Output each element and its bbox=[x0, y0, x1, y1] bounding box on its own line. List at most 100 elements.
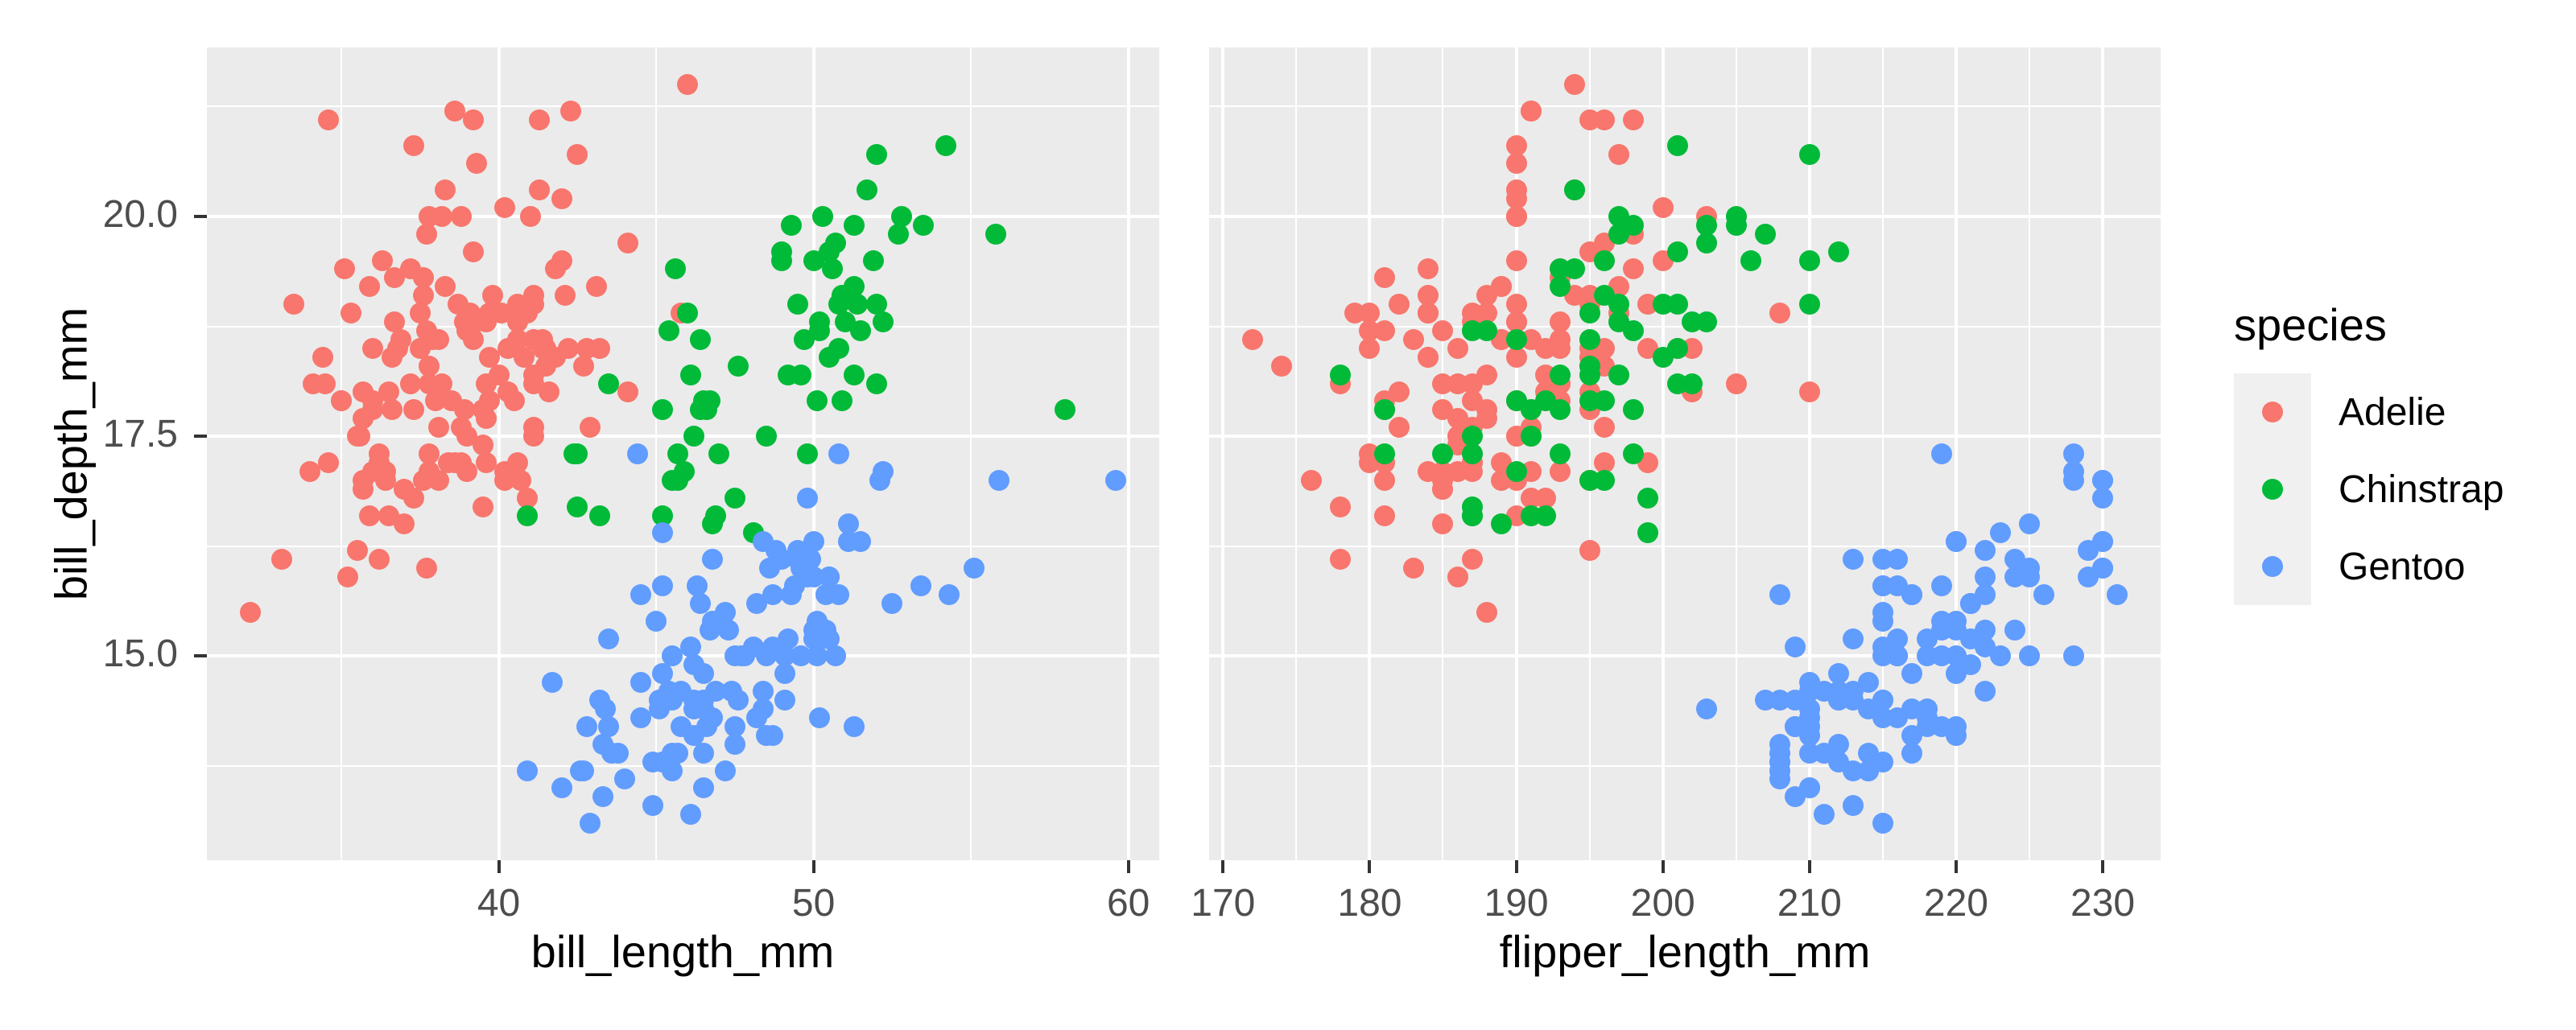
data-point-gentoo bbox=[2092, 558, 2114, 579]
data-point-adelie bbox=[1373, 469, 1395, 491]
x-tick-mark bbox=[1514, 860, 1518, 873]
data-point-chinstrap bbox=[1055, 399, 1076, 421]
gridline-major bbox=[207, 654, 1159, 658]
data-point-adelie bbox=[419, 443, 440, 464]
data-point-chinstrap bbox=[844, 364, 865, 385]
data-point-gentoo bbox=[2062, 443, 2084, 464]
data-point-chinstrap bbox=[651, 399, 673, 421]
gentoo-point-icon bbox=[2262, 556, 2283, 577]
gridline-major bbox=[1514, 47, 1518, 860]
data-point-chinstrap bbox=[724, 487, 745, 509]
gridline-major bbox=[1209, 654, 2161, 658]
data-point-gentoo bbox=[809, 707, 831, 728]
chinstrap-point-icon bbox=[2262, 479, 2283, 500]
data-point-gentoo bbox=[872, 460, 894, 482]
gridline-major bbox=[1126, 47, 1130, 860]
data-point-adelie bbox=[1418, 303, 1439, 324]
data-point-adelie bbox=[1769, 303, 1791, 324]
data-point-gentoo bbox=[1769, 583, 1791, 605]
legend-key bbox=[2234, 451, 2311, 528]
data-point-gentoo bbox=[2018, 513, 2040, 535]
x-tick-mark bbox=[1661, 860, 1665, 873]
data-point-chinstrap bbox=[1755, 223, 1777, 245]
data-point-gentoo bbox=[746, 592, 768, 614]
data-point-chinstrap bbox=[1550, 443, 1571, 464]
data-point-adelie bbox=[400, 373, 422, 394]
gridline-minor bbox=[1295, 47, 1298, 860]
data-point-gentoo bbox=[642, 795, 664, 817]
gridline-minor bbox=[207, 105, 1159, 108]
data-point-gentoo bbox=[2062, 469, 2084, 491]
data-point-adelie bbox=[1652, 196, 1674, 218]
data-point-adelie bbox=[1403, 558, 1425, 579]
data-point-adelie bbox=[353, 381, 374, 403]
data-point-adelie bbox=[384, 311, 406, 333]
data-point-chinstrap bbox=[1491, 513, 1513, 535]
data-point-adelie bbox=[359, 505, 381, 526]
data-point-chinstrap bbox=[913, 214, 935, 236]
data-point-chinstrap bbox=[683, 426, 704, 447]
data-point-chinstrap bbox=[1696, 214, 1718, 236]
data-point-gentoo bbox=[1930, 443, 1952, 464]
data-point-adelie bbox=[544, 258, 566, 280]
data-point-adelie bbox=[506, 451, 528, 473]
data-point-adelie bbox=[1388, 294, 1410, 315]
data-point-chinstrap bbox=[755, 426, 777, 447]
data-point-adelie bbox=[1330, 549, 1351, 571]
x-tick-mark bbox=[1221, 860, 1225, 873]
data-point-gentoo bbox=[1989, 645, 2011, 667]
y-tick-mark bbox=[194, 214, 207, 218]
data-point-gentoo bbox=[595, 698, 617, 719]
data-point-adelie bbox=[450, 205, 472, 227]
legend-label-chinstrap: Chinstrap bbox=[2339, 468, 2504, 511]
data-point-adelie bbox=[1403, 328, 1425, 350]
data-point-chinstrap bbox=[1505, 328, 1527, 350]
data-point-adelie bbox=[1550, 337, 1571, 359]
data-point-adelie bbox=[560, 100, 582, 122]
data-point-adelie bbox=[349, 426, 371, 447]
data-point-adelie bbox=[425, 390, 447, 412]
y-tick-label: 15.0 bbox=[102, 632, 178, 676]
data-point-gentoo bbox=[2092, 469, 2114, 491]
data-point-chinstrap bbox=[1637, 522, 1659, 544]
data-point-gentoo bbox=[1857, 760, 1879, 781]
data-point-chinstrap bbox=[822, 258, 844, 280]
data-point-adelie bbox=[1505, 205, 1527, 227]
data-point-adelie bbox=[504, 390, 526, 412]
data-point-adelie bbox=[478, 303, 500, 324]
data-point-gentoo bbox=[1843, 549, 1864, 571]
x-axis-title-bill-length: bill_length_mm bbox=[530, 926, 835, 977]
data-point-adelie bbox=[239, 601, 261, 623]
data-point-gentoo bbox=[1887, 628, 1909, 649]
data-point-gentoo bbox=[844, 715, 865, 737]
data-point-gentoo bbox=[1975, 619, 1996, 641]
data-point-gentoo bbox=[1828, 663, 1850, 685]
data-point-chinstrap bbox=[588, 505, 610, 526]
legend-title: species bbox=[2234, 299, 2387, 350]
panel-background bbox=[207, 47, 1159, 860]
data-point-gentoo bbox=[702, 549, 724, 571]
data-point-gentoo bbox=[1887, 645, 1909, 667]
data-point-gentoo bbox=[630, 707, 651, 728]
data-point-gentoo bbox=[715, 601, 737, 623]
data-point-gentoo bbox=[683, 724, 704, 746]
data-point-adelie bbox=[1534, 487, 1556, 509]
panel-background bbox=[1209, 47, 2161, 860]
data-point-gentoo bbox=[837, 513, 859, 535]
data-point-chinstrap bbox=[689, 399, 711, 421]
data-point-chinstrap bbox=[1666, 337, 1688, 359]
data-point-gentoo bbox=[753, 698, 774, 719]
data-point-chinstrap bbox=[1520, 505, 1542, 526]
data-point-adelie bbox=[522, 426, 544, 447]
data-point-chinstrap bbox=[1623, 399, 1645, 421]
data-point-chinstrap bbox=[1623, 443, 1645, 464]
data-point-gentoo bbox=[1814, 742, 1835, 764]
data-point-adelie bbox=[318, 451, 340, 473]
data-point-adelie bbox=[585, 276, 607, 298]
data-point-gentoo bbox=[815, 583, 837, 605]
gridline-minor bbox=[2028, 47, 2030, 860]
data-point-chinstrap bbox=[857, 179, 878, 201]
data-point-adelie bbox=[460, 303, 481, 324]
data-point-chinstrap bbox=[680, 364, 702, 385]
